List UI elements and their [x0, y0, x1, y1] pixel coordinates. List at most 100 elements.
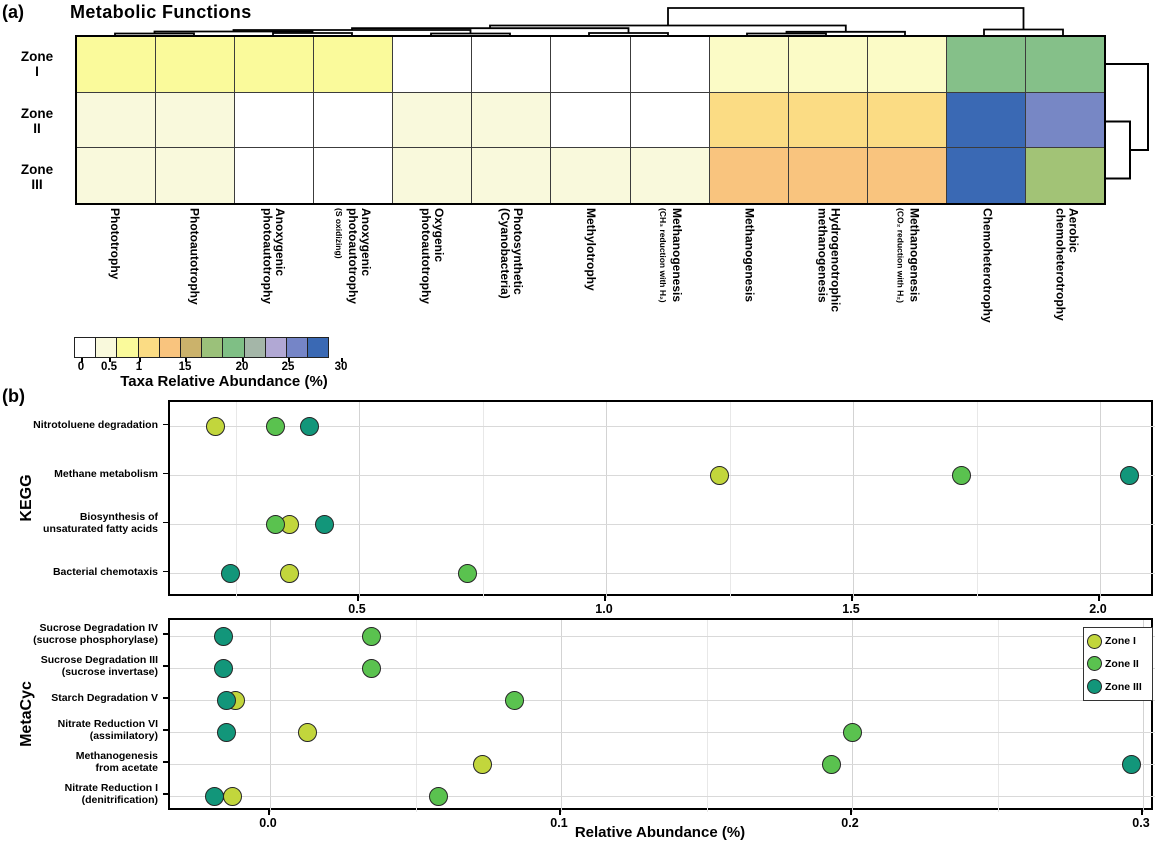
colorbar-tickmark-0.5 — [109, 358, 111, 362]
heatmap-col-label-9: Methanogenesis — [742, 208, 757, 303]
heatmap-col-sublabel-8: (CH₃ reduction with H₂) — [657, 208, 668, 303]
metacyc-row-gridline — [170, 795, 1155, 797]
kegg-category-tickmark — [163, 423, 168, 426]
column-dendrogram — [114, 7, 1064, 35]
metacyc-x-tickmark — [559, 810, 561, 815]
colorbar-tickmark-25 — [288, 358, 290, 362]
metacyc-minor-gridline — [997, 620, 999, 812]
heatmap-col-label-8: Methanogenesis (CH₃ reduction with H₂) — [657, 208, 684, 303]
heatmap-cell-r3c13 — [1025, 148, 1104, 203]
legend-dot-3 — [1087, 679, 1102, 695]
heatmap-cell-r3c3 — [235, 148, 314, 203]
colorbar-swatch-10 — [264, 337, 287, 358]
colorbar-swatches — [74, 337, 354, 358]
metacyc-category-label: Nitrate Reduction I (denitrification) — [64, 781, 158, 806]
heatmap-col-label-cell-12: Chemoheterotrophy — [947, 208, 1026, 336]
colorbar-swatch-9 — [243, 337, 266, 358]
heatmap-row-label-3: Zone III — [20, 161, 54, 192]
metacyc-x-ticklabel: 0.1 — [550, 816, 568, 830]
metacyc-category-tickmark — [163, 761, 168, 763]
heatmap-col-label-cell-3: Anoxygenic photoautotrophy — [234, 208, 313, 336]
colorbar-swatch-4 — [137, 337, 160, 358]
metacyc-x-tickmark — [850, 810, 852, 815]
kegg-x-tickmark — [357, 596, 359, 601]
colorbar-swatch-2 — [95, 337, 118, 358]
heatmap-col-label-cell-13: Aerobic chemoheterotrophy — [1027, 208, 1106, 336]
kegg-minor-gridline — [482, 402, 484, 598]
kegg-major-gridline — [606, 402, 607, 598]
legend-dot-1 — [1087, 633, 1102, 649]
metacyc-x-ticklabel: 0.3 — [1132, 816, 1150, 830]
heatmap-col-label-cell-9: Methanogenesis — [709, 208, 788, 336]
legend-entry-3: Zone III — [1087, 679, 1149, 695]
kegg-x-tickmark — [1098, 596, 1100, 601]
heatmap-cell-r1c12 — [946, 37, 1025, 92]
heatmap-cell-r1c3 — [235, 37, 314, 92]
kegg-dot-zonei — [280, 564, 300, 583]
colorbar-swatch-11 — [285, 337, 309, 358]
heatmap-cell-r3c1 — [77, 148, 156, 203]
heatmap-cell-r1c7 — [551, 37, 630, 92]
heatmap-col-sublabel-4: (S oxidizing) — [334, 208, 345, 259]
kegg-row-gridline — [170, 573, 1155, 574]
heatmap-col-label-6: Photosynthetic (Cyanobacteria) — [498, 208, 526, 299]
heatmap-cell-r2c4 — [314, 92, 393, 148]
colorbar-ticklabel-25: 25 — [281, 361, 295, 373]
heatmap-cell-r1c4 — [314, 37, 393, 92]
metacyc-plot-area — [168, 618, 1155, 812]
metacyc-dot-zoneii — [822, 754, 842, 774]
colorbar-ticklabel-30: 30 — [334, 361, 348, 373]
heatmap-cell-r2c1 — [77, 92, 156, 148]
heatmap-cell-r2c3 — [235, 92, 314, 148]
metacyc-dot-zoneiii — [205, 786, 225, 806]
metacyc-row-gridline — [170, 667, 1155, 669]
colorbar-tickmark-0 — [81, 358, 83, 362]
heatmap-cell-r1c13 — [1025, 37, 1104, 92]
heatmap-col-label-cell-7: Methylotrophy — [551, 208, 630, 336]
heatmap-col-label-1: Phototrophy — [108, 208, 123, 280]
kegg-dot-zoneii — [265, 417, 285, 436]
colorbar-ticklabel-0: 0 — [77, 361, 85, 373]
heatmap-col-label-3: Anoxygenic photoautotrophy — [260, 208, 288, 304]
colorbar-swatch-8 — [222, 337, 245, 358]
legend-label-3: Zone III — [1105, 680, 1142, 693]
metacyc-x-ticklabel: 0.2 — [841, 816, 859, 830]
metacyc-row-gridline — [170, 763, 1155, 765]
heatmap-cell-r1c8 — [630, 37, 709, 92]
metacyc-dot-zoneii — [362, 658, 382, 678]
metacyc-dot-zoneii — [504, 690, 524, 710]
heatmap-cell-r3c8 — [630, 148, 709, 203]
kegg-row-gridline — [170, 475, 1155, 476]
zone-legend: Zone I Zone II Zone III — [1083, 627, 1153, 701]
colorbar-swatch-12 — [307, 337, 330, 358]
kegg-minor-gridline — [976, 402, 978, 598]
kegg-dot-zonei — [206, 417, 226, 436]
heatmap-title: Metabolic Functions — [70, 2, 252, 22]
heatmap-col-label-4: Anoxygenic photoautotrophy (S oxidizing) — [334, 208, 373, 304]
kegg-major-gridline — [359, 402, 360, 598]
heatmap-col-label-cell-10: Hydrogenotrophic methanogenesis — [789, 208, 868, 336]
colorbar-tickmark-1 — [139, 358, 141, 362]
colorbar-swatch-1 — [74, 337, 97, 358]
kegg-plot-area — [168, 400, 1155, 598]
legend-dot-2 — [1087, 656, 1102, 672]
kegg-category-label: Nitrotoluene degradation — [33, 418, 158, 431]
kegg-dot-zoneiii — [1120, 466, 1140, 485]
heatmap-cell-r3c12 — [946, 148, 1025, 203]
metacyc-dot-zoneiii — [213, 658, 233, 678]
metacyc-category-tickmark — [163, 633, 168, 635]
metacyc-dot-zoneiii — [216, 690, 236, 710]
colorbar-ticklabel-20: 20 — [235, 361, 249, 373]
heatmap-col-label-5: Oxygenic photoautotrophy — [418, 208, 446, 304]
metacyc-category-tickmark — [163, 697, 168, 699]
heatmap-cell-r1c1 — [77, 37, 156, 92]
heatmap-col-sublabel-11: (CO₂ reduction with H₂) — [895, 208, 906, 303]
kegg-row-gridline — [170, 524, 1155, 525]
heatmap-column-labels: Phototrophy Photoautotrophy Anoxygenic pho… — [75, 208, 1106, 336]
heatmap-col-label-2: Photoautotrophy — [187, 208, 202, 305]
kegg-dot-zoneiii — [314, 515, 334, 534]
heatmap-cell-r3c10 — [788, 148, 867, 203]
metacyc-dot-zoneiii — [213, 626, 233, 646]
colorbar-caption: Taxa Relative Abundance (%) — [120, 373, 328, 390]
